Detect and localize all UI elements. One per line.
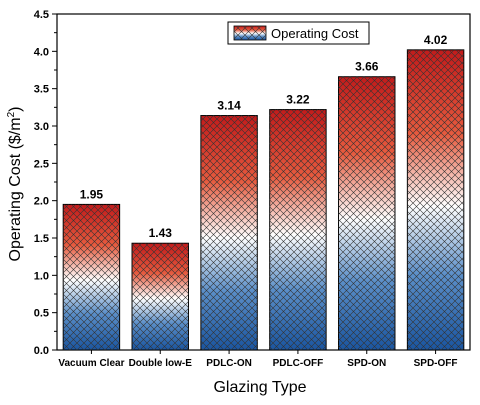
bar-hatch	[132, 243, 189, 350]
bar-hatch	[63, 204, 120, 350]
y-axis-title: Operating Cost ($/m2)	[6, 107, 24, 262]
x-tick-label: PDLC-ON	[206, 358, 252, 369]
x-tick-label: SPD-OFF	[414, 358, 458, 369]
y-axis-title-end: )	[7, 107, 24, 112]
y-tick-label: 2.0	[34, 196, 49, 208]
data-label: 3.14	[217, 99, 241, 113]
x-tick-label: PDLC-OFF	[273, 358, 324, 369]
y-tick-label: 3.0	[34, 121, 49, 133]
x-tick-label: SPD-ON	[347, 358, 386, 369]
y-axis-title-main: Operating Cost ($/m	[7, 117, 24, 261]
bar-hatch	[269, 109, 327, 350]
data-label: 3.22	[286, 93, 310, 107]
bar-hatch	[338, 76, 395, 350]
x-axis-title: Glazing Type	[213, 379, 306, 396]
data-label: 1.43	[149, 226, 173, 240]
data-label: 4.02	[424, 33, 448, 47]
bar-hatch	[407, 49, 464, 351]
x-tick-label: Double low-E	[129, 358, 193, 369]
y-tick-label: 0.0	[34, 345, 49, 357]
data-label: 3.66	[355, 60, 379, 74]
y-axis-title-sup: 2	[6, 111, 17, 117]
data-label: 1.95	[80, 187, 104, 201]
y-tick-label: 3.5	[34, 84, 49, 96]
bar-hatch	[200, 115, 258, 351]
y-tick-label: 1.5	[34, 233, 49, 245]
plot-area: 0.0 0.5 1.0 1.5 2.0 2.5 3.0 3.5 4.0 4.5 1.95 Vacuum…	[34, 9, 471, 369]
y-tick-label: 1.0	[34, 270, 49, 282]
x-tick-label: Vacuum Clear	[58, 358, 124, 369]
legend-label: Operating Cost	[271, 26, 359, 41]
y-tick-label: 0.5	[34, 308, 49, 320]
legend-swatch-hatch	[234, 26, 266, 40]
y-tick-label: 4.0	[34, 46, 49, 58]
legend: Operating Cost	[227, 21, 370, 45]
y-tick-label: 2.5	[34, 158, 49, 170]
y-tick-label: 4.5	[34, 9, 49, 21]
